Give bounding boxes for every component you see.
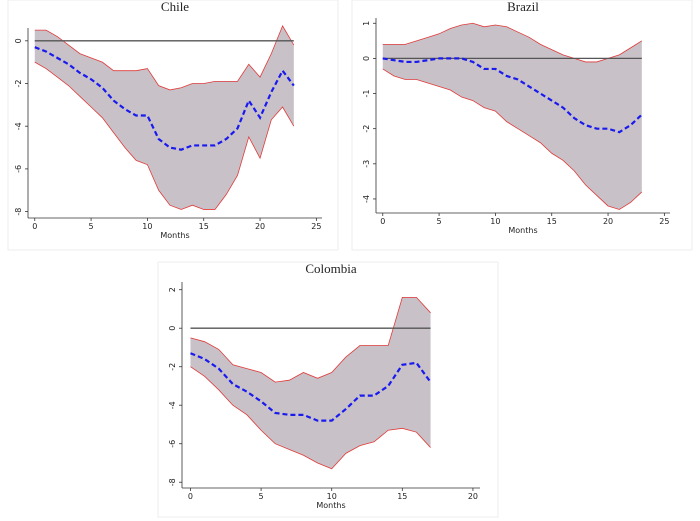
confidence-band: [190, 297, 431, 469]
estimate-line: [190, 352, 432, 422]
confidence-band: [382, 23, 642, 210]
x-tick-label: 10: [142, 222, 152, 231]
band-lower-edge: [382, 68, 643, 210]
x-tick-label: 10: [327, 492, 337, 501]
x-axis-label: Months: [508, 226, 537, 235]
panel: Chile 0 -2 -4 -6 -8 0 5 10 15 20 25 Months: [7, 0, 339, 251]
x-tick-label: 15: [547, 217, 557, 226]
y-tick-label: 0: [168, 326, 177, 331]
confidence-band: [34, 25, 294, 210]
y-tick-label: -2: [168, 363, 177, 371]
y-tick-label: -8: [14, 208, 23, 216]
estimate-line: [382, 57, 643, 134]
x-tick-label: 0: [380, 217, 385, 226]
band-upper-edge: [382, 22, 643, 63]
y-tick-label: -6: [14, 165, 23, 173]
estimate-line: [34, 46, 295, 151]
x-tick-label: 0: [188, 492, 193, 501]
chart-title: Brazil: [507, 0, 539, 14]
y-tick-label: -8: [168, 478, 177, 486]
y-tick-label: -4: [362, 195, 371, 203]
x-tick-label: 25: [311, 222, 321, 231]
x-tick-label: 15: [397, 492, 407, 501]
x-axis-label: Months: [316, 501, 345, 510]
x-tick-label: 25: [659, 217, 669, 226]
x-axis-label: Months: [160, 231, 189, 240]
band-upper-edge: [190, 297, 431, 383]
y-tick-label: 2: [168, 287, 177, 292]
y-tick-label: 1: [362, 21, 371, 26]
y-tick-label: -4: [14, 122, 23, 130]
x-tick-label: 5: [89, 222, 94, 231]
y-tick-label: -2: [14, 80, 23, 88]
x-tick-label: 5: [259, 492, 264, 501]
y-tick-label: 0: [14, 38, 23, 43]
x-tick-label: 15: [199, 222, 209, 231]
x-tick-label: 5: [437, 217, 442, 226]
band-lower-edge: [190, 366, 431, 470]
y-tick-label: -2: [362, 125, 371, 133]
x-tick-label: 20: [255, 222, 265, 231]
y-tick-label: -3: [362, 160, 371, 168]
y-tick-label: -4: [168, 401, 177, 409]
chart-title: Colombia: [305, 261, 357, 276]
chart-title: Chile: [161, 0, 189, 14]
y-tick-label: -1: [362, 90, 371, 98]
band-upper-edge: [34, 24, 295, 91]
band-lower-edge: [34, 61, 295, 210]
x-tick-label: 20: [603, 217, 613, 226]
x-tick-label: 0: [32, 222, 37, 231]
x-tick-label: 10: [490, 217, 500, 226]
y-tick-label: -6: [168, 440, 177, 448]
x-tick-label: 20: [468, 492, 478, 501]
y-tick-label: 0: [362, 56, 371, 61]
